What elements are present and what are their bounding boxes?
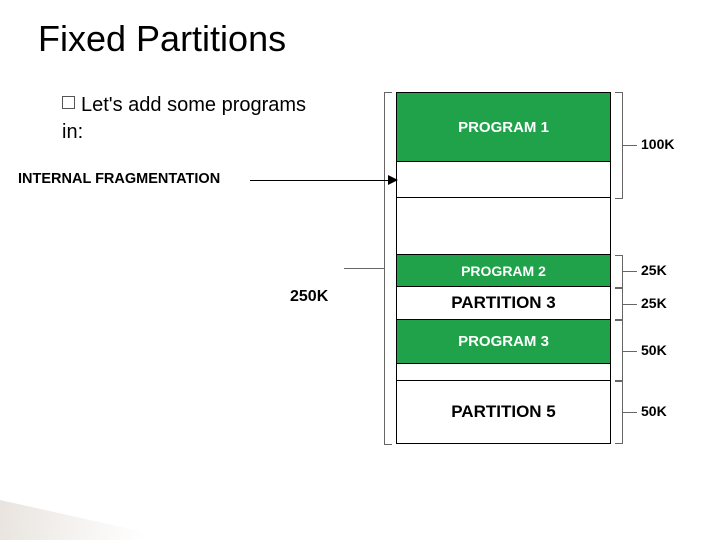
slide: Fixed Partitions Let's add some programs… — [0, 0, 720, 540]
brace-cap — [384, 444, 392, 445]
size-tick — [623, 351, 637, 352]
size-bracket — [615, 255, 623, 288]
memory-block: PROGRAM 1 — [396, 92, 611, 162]
size-tick — [623, 304, 637, 305]
memory-block: PARTITION 3 — [396, 286, 611, 320]
size-bracket — [615, 381, 623, 444]
size-tick — [623, 271, 637, 272]
brace-cap — [384, 92, 392, 93]
size-tick — [623, 145, 637, 146]
size-label: 25K — [641, 262, 667, 278]
size-label: 100K — [641, 136, 674, 152]
fragmentation-arrow — [250, 180, 389, 181]
size-label: 50K — [641, 342, 667, 358]
size-label: 25K — [641, 295, 667, 311]
memory-column: PROGRAM 1 PROGRAM 2PARTITION 3PROGRAM 3 PA… — [396, 92, 611, 444]
memory-block: PROGRAM 3 — [396, 319, 611, 365]
memory-block: PROGRAM 2 — [396, 254, 611, 288]
memory-block — [396, 161, 611, 199]
slide-title: Fixed Partitions — [38, 18, 286, 60]
fragmentation-label: INTERNAL FRAGMENTATION — [18, 171, 220, 187]
arrow-head-icon — [388, 175, 398, 185]
decorative-wedge — [0, 500, 180, 540]
bullet-square-icon — [62, 96, 75, 109]
memory-block: PARTITION 5 — [396, 380, 611, 444]
bullet-item: Let's add some programs in: — [62, 92, 322, 146]
size-bracket — [615, 92, 623, 199]
brace-mid-tick — [344, 268, 384, 269]
memory-block — [396, 363, 611, 381]
size-tick — [623, 412, 637, 413]
size-label: 50K — [641, 403, 667, 419]
total-size-left-label: 250K — [290, 288, 328, 306]
bullet-text: Let's add some programs in: — [62, 94, 306, 143]
brace-total — [384, 92, 385, 444]
size-bracket — [615, 288, 623, 321]
memory-block — [396, 197, 611, 255]
size-bracket — [615, 320, 623, 381]
